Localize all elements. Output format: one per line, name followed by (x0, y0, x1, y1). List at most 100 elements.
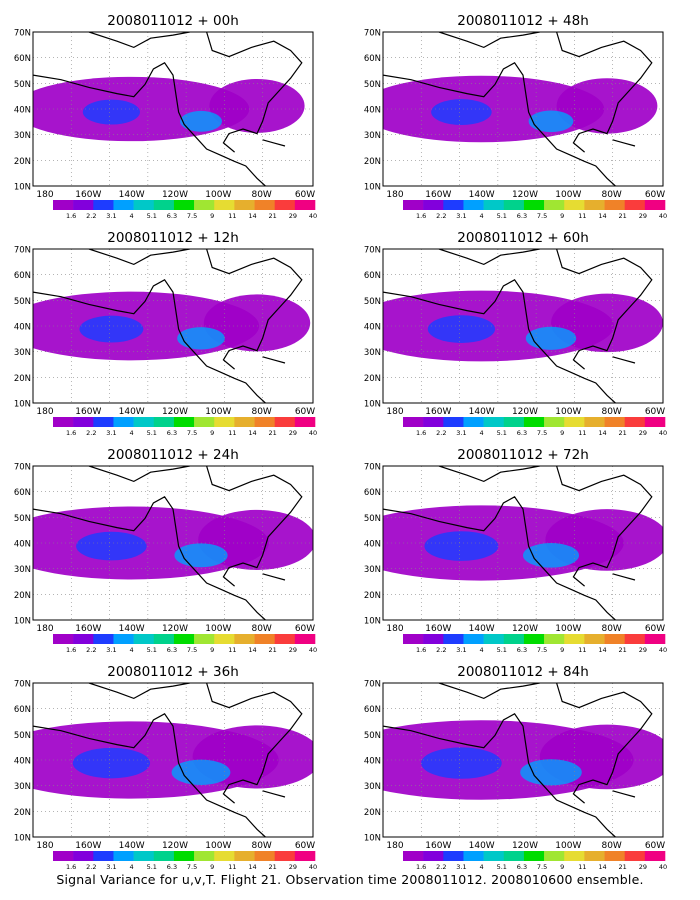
colorbar-label: 7.5 (187, 646, 197, 654)
colorbar-swatch (644, 200, 666, 210)
colorbar-swatch (443, 851, 464, 861)
colorbar-label: 4 (480, 646, 484, 654)
colorbar-label: 2.2 (86, 863, 96, 871)
colorbar-label: 2.2 (436, 429, 446, 437)
map-panel: 2008011012 + 60h 70N 60N 50N 40N 30N 20N 10N 180… (364, 230, 667, 437)
colorbar-label: 6.3 (517, 646, 527, 654)
colorbar-swatch (153, 851, 175, 861)
colorbar-label: 2.2 (436, 863, 446, 871)
lat-label: 70N (14, 463, 31, 473)
colorbar: 1.6 2.2 3.1 4 5.1 6.3 7.5 9 11 14 21 29 40 (403, 851, 667, 871)
lat-label: 20N (14, 157, 31, 167)
map-panel: 2008011012 + 24h 70N 60N 50N 40N 30N 20N 10N 180… (14, 447, 317, 654)
colorbar-swatch (483, 200, 505, 210)
lon-label: 100W (555, 190, 581, 200)
lat-label: 30N (364, 782, 381, 792)
colorbar-label: 40 (309, 646, 317, 654)
panel-title: 2008011012 + 60h (457, 230, 589, 246)
colorbar-swatch (153, 634, 175, 644)
colorbar-swatch (584, 200, 605, 210)
colorbar-swatch (214, 634, 235, 644)
colorbar-swatch (503, 634, 525, 644)
colorbar-label: 21 (269, 429, 277, 437)
colorbar-label: 40 (659, 646, 667, 654)
colorbar-label: 4 (130, 212, 134, 220)
variance-shading (383, 720, 663, 800)
colorbar-swatch (483, 634, 505, 644)
colorbar-swatch (644, 634, 666, 644)
lat-label: 30N (14, 348, 31, 358)
panel-title: 2008011012 + 36h (107, 664, 239, 680)
lat-label: 40N (364, 757, 381, 767)
colorbar-label: 5.1 (497, 646, 507, 654)
colorbar-label: 3.1 (456, 863, 466, 871)
colorbar-swatch (153, 200, 175, 210)
colorbar-label: 11 (578, 646, 586, 654)
colorbar: 1.6 2.2 3.1 4 5.1 6.3 7.5 9 11 14 21 29 40 (53, 634, 317, 654)
map-grid (383, 249, 663, 403)
lon-label: 80W (251, 624, 271, 634)
colorbar-swatch (113, 417, 134, 427)
map-frame (32, 465, 314, 621)
lat-label: 20N (14, 808, 31, 818)
lat-label: 20N (364, 808, 381, 818)
colorbar-label: 1.6 (416, 212, 426, 220)
colorbar-label: 5.1 (147, 212, 157, 220)
colorbar-swatch (564, 417, 585, 427)
colorbar-label: 14 (598, 646, 606, 654)
colorbar-label: 7.5 (537, 863, 547, 871)
coastline (383, 32, 653, 186)
colorbar-label: 11 (578, 429, 586, 437)
colorbar-label: 9 (560, 646, 564, 654)
lon-label: 100W (205, 624, 231, 634)
lat-label: 70N (364, 463, 381, 473)
lat-label: 10N (364, 834, 381, 844)
lon-label: 180 (386, 841, 403, 851)
colorbar-swatch (93, 200, 114, 210)
colorbar-label: 7.5 (537, 646, 547, 654)
lat-label: 50N (14, 80, 31, 90)
colorbar-label: 14 (248, 429, 256, 437)
lon-label: 120W (512, 841, 538, 851)
lat-label: 50N (364, 514, 381, 524)
lon-label: 60W (645, 841, 665, 851)
colorbar-swatch (544, 634, 565, 644)
lon-label: 160W (75, 841, 101, 851)
colorbar-swatch (133, 200, 155, 210)
colorbar-swatch (214, 417, 235, 427)
colorbar-label: 21 (269, 646, 277, 654)
lon-label: 160W (75, 407, 101, 417)
lon-label: 80W (601, 190, 621, 200)
colorbar-label: 29 (639, 646, 647, 654)
colorbar-label: 3.1 (106, 863, 116, 871)
lat-label: 10N (364, 183, 381, 193)
map-grid (33, 466, 313, 620)
panel-title: 2008011012 + 48h (457, 13, 589, 29)
colorbar: 1.6 2.2 3.1 4 5.1 6.3 7.5 9 11 14 21 29 40 (53, 851, 317, 871)
figure-caption: Signal Variance for u,v,T. Flight 21. Ob… (56, 872, 644, 887)
colorbar-label: 6.3 (167, 429, 177, 437)
colorbar-swatch (234, 851, 255, 861)
colorbar-swatch (93, 417, 114, 427)
lon-label: 80W (251, 841, 271, 851)
colorbar-label: 29 (289, 646, 297, 654)
colorbar-swatch (294, 200, 316, 210)
colorbar-label: 9 (560, 863, 564, 871)
colorbar-swatch (73, 200, 94, 210)
colorbar-label: 14 (248, 212, 256, 220)
colorbar-label: 21 (619, 863, 627, 871)
lat-label: 40N (364, 106, 381, 116)
coastline (33, 683, 303, 837)
colorbar-label: 6.3 (517, 863, 527, 871)
map-panel: 2008011012 + 84h 70N 60N 50N 40N 30N 20N 10N 180… (364, 664, 667, 871)
lon-label: 180 (386, 624, 403, 634)
colorbar: 1.6 2.2 3.1 4 5.1 6.3 7.5 9 11 14 21 29 40 (403, 417, 667, 437)
colorbar: 1.6 2.2 3.1 4 5.1 6.3 7.5 9 11 14 21 29 40 (53, 200, 317, 220)
colorbar-swatch (73, 851, 94, 861)
variance-shading (383, 290, 663, 362)
colorbar-swatch (604, 417, 625, 427)
colorbar-swatch (443, 634, 464, 644)
lon-label: 60W (645, 624, 665, 634)
colorbar-swatch (254, 417, 275, 427)
lat-label: 20N (14, 374, 31, 384)
